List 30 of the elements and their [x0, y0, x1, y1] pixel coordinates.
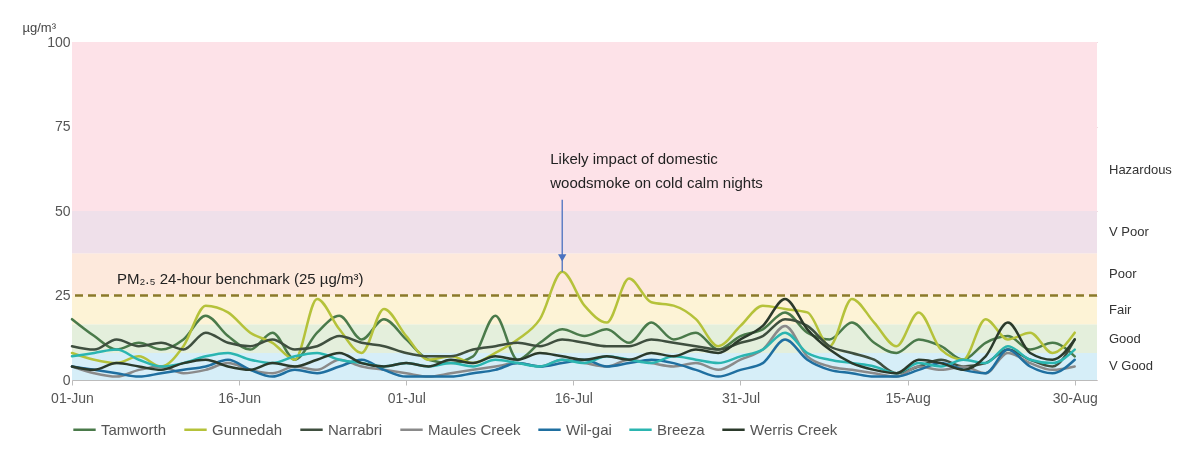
x-tick-label: 01-Jun: [51, 389, 94, 406]
band-label: Poor: [1109, 266, 1138, 282]
y-tick-label: 0: [62, 371, 71, 388]
y-tick-label: 75: [54, 118, 71, 134]
y-axis-title: µg/m³: [22, 19, 57, 35]
legend-label: Breeza: [657, 420, 706, 438]
line-series: [70, 297, 1076, 375]
annotation: Likely impact of domestic woodsmoke on cold calm nights: [549, 149, 763, 191]
x-tick-label: 15-Aug: [885, 389, 931, 406]
band-label: Fair: [1109, 301, 1133, 317]
y-tick-label: 100: [47, 33, 71, 50]
band-label: V Poor: [1109, 224, 1150, 240]
x-tick-label: 01-Jul: [387, 389, 426, 406]
y-tick-label: 50: [54, 202, 71, 219]
band-label: V Good: [1109, 358, 1154, 374]
x-tick-label: 30-Aug: [1052, 389, 1098, 406]
x-tick-label: 16-Jun: [218, 389, 262, 406]
legend-label: Narrabri: [328, 420, 383, 438]
line-series: [70, 270, 1076, 368]
legend-label: Wil-gai: [566, 420, 612, 438]
legend-label: Gunnedah: [212, 420, 283, 438]
y-tick-label: 25: [54, 287, 71, 303]
legend-label: Tamworth: [101, 420, 167, 438]
x-tick-label: 31-Jul: [721, 389, 761, 406]
ref-line-label: PM₂.₅ 24-hour benchmark (25 µg/m³): [117, 269, 364, 287]
band-label: Good: [1109, 330, 1141, 346]
band-label: Hazardous: [1109, 162, 1173, 178]
x-tick-label: 16-Jul: [554, 389, 593, 406]
legend-label: Maules Creek: [428, 420, 522, 438]
legend-label: Werris Creek: [750, 420, 838, 438]
